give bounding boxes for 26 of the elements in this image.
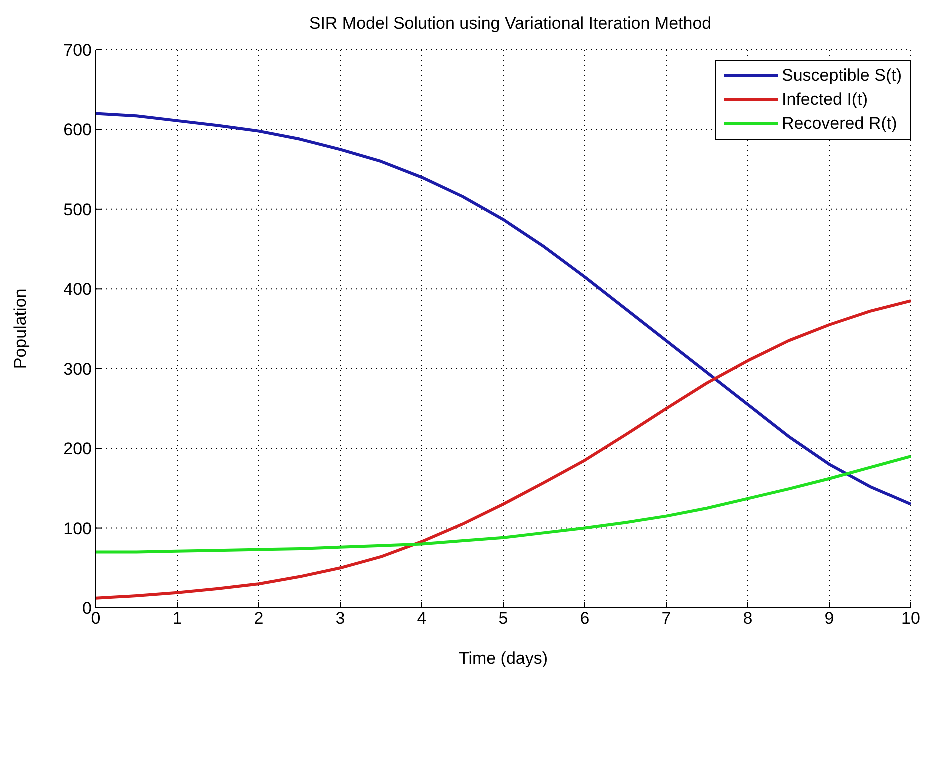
y-tick-label: 500	[64, 200, 92, 220]
line-series	[96, 455, 911, 554]
line-series	[96, 300, 911, 600]
legend-label: Susceptible S(t)	[782, 66, 902, 86]
x-tick-label: 6	[580, 609, 590, 628]
x-tick-label: 10	[902, 609, 920, 628]
x-axis-title: Time (days)	[458, 649, 548, 668]
y-tick-label: 100	[64, 519, 92, 538]
x-tick-label: 7	[662, 609, 672, 628]
x-tick-label: 5	[498, 609, 508, 628]
legend-label: Recovered R(t)	[782, 114, 898, 134]
x-tick-label: 3	[336, 609, 346, 628]
y-tick-label: 300	[64, 360, 92, 379]
x-tick-label: 2	[254, 609, 264, 628]
y-tick-label: 400	[64, 280, 92, 300]
line-series	[96, 112, 911, 506]
x-tick-label: 9	[824, 609, 834, 628]
y-tick-label: 600	[64, 120, 92, 140]
chart-title: SIR Model Solution using Variational Iteration Method	[308, 14, 713, 34]
y-tick-label: 200	[64, 440, 92, 459]
x-tick-label: 4	[417, 609, 427, 628]
y-axis-title: Population	[11, 288, 30, 370]
x-tick-label: 1	[172, 609, 182, 628]
x-tick-label: 8	[743, 609, 753, 628]
legend-label: Infected I(t)	[782, 90, 868, 110]
y-tick-label: 700	[64, 41, 92, 60]
